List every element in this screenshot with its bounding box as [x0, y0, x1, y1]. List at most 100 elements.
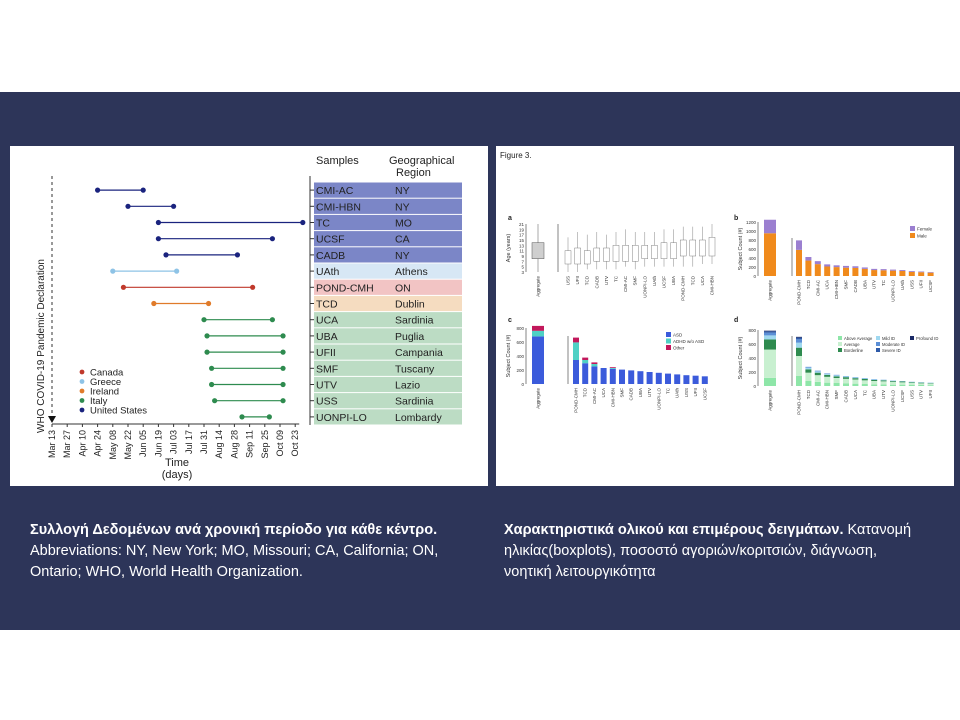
x-tick-label: May 22 [123, 430, 133, 460]
site-label: TCD [585, 275, 590, 285]
aggregate-bar-segment [764, 339, 776, 350]
sample-label: UTV [316, 380, 337, 392]
y-tick-label: 400 [748, 356, 756, 361]
right-caption: Χαρακτηριστικά ολικού και επιμέρους δειγ… [504, 520, 960, 583]
aggregate-bar-other [532, 325, 544, 331]
row-band-SMF [314, 360, 462, 376]
legend-swatch [838, 342, 842, 346]
x-tick-label: Jul 03 [169, 430, 179, 454]
bar-segment [665, 373, 671, 384]
x-tick-label: Apr 24 [93, 430, 103, 457]
y-tick-label: 200 [516, 368, 524, 373]
bar-segment [852, 378, 859, 380]
region-label: MO [395, 218, 412, 230]
site-label: TC [614, 275, 619, 282]
site-label: UBA [872, 390, 877, 399]
bar-segment [796, 336, 802, 338]
aggregate-bar-segment [764, 331, 776, 333]
region-label: Sardinia [395, 396, 434, 408]
y-tick-label: 1200 [746, 220, 757, 225]
site-label: UFII [693, 388, 698, 397]
bar-segment [880, 380, 887, 382]
y-axis-label: Subject Count (#) [738, 336, 744, 379]
bar-female [908, 271, 915, 272]
bar-segment [908, 383, 915, 385]
interval-end [269, 317, 275, 323]
bar-segment [824, 376, 831, 383]
site-label: CADB [844, 390, 849, 403]
site-label: UCSF [900, 390, 905, 403]
bar-segment [927, 383, 934, 384]
sample-label: UCA [316, 315, 338, 327]
bar-segment [796, 347, 802, 356]
bar-segment [573, 337, 579, 343]
left-caption-title: Συλλογή Δεδομένων ανά χρονική περίοδο γι… [30, 522, 438, 538]
site-label: USS [684, 388, 689, 397]
panel-a-letter: a [508, 215, 512, 222]
bar-segment [582, 360, 589, 364]
bar-segment [843, 378, 849, 384]
site-label: UTV [647, 388, 652, 397]
site-label: UFII [575, 276, 580, 285]
aggregate-label: Aggregate [768, 280, 773, 301]
bar-segment [861, 380, 868, 384]
bar-segment [814, 372, 821, 376]
y-tick-label: 17 [519, 233, 525, 238]
bar-female [861, 267, 868, 269]
bar-segment [796, 337, 802, 340]
bar-segment [833, 378, 840, 383]
aggregate-bar-female [764, 219, 776, 234]
site-label: SMF [834, 390, 839, 400]
bar-segment [861, 378, 868, 379]
region-label: Tuscany [395, 363, 435, 375]
x-axis-label: Time [165, 457, 189, 469]
y-tick-label: 0 [521, 382, 524, 387]
legend-label: ASD [673, 333, 683, 338]
site-label: USS [566, 276, 571, 285]
header-samples: Samples [316, 155, 359, 167]
bar-segment [824, 373, 831, 375]
row-band-UCSF [314, 231, 462, 247]
y-tick-label: 400 [516, 354, 524, 359]
bar-segment [890, 380, 896, 382]
legend-swatch [910, 233, 915, 238]
site-label: SMF [620, 388, 625, 398]
bar-segment [908, 385, 915, 386]
legend-swatch [838, 348, 842, 352]
site-label: TC [881, 279, 886, 286]
bar-male [833, 267, 840, 276]
interval-start [155, 219, 161, 226]
bar-segment [833, 374, 840, 376]
x-tick-label: May 08 [108, 430, 118, 460]
bar-segment [609, 368, 616, 384]
y-tick-label: 600 [748, 342, 756, 347]
bar-female [871, 268, 878, 271]
site-box [651, 245, 658, 259]
row-band-CMI-HBN [314, 198, 462, 214]
x-tick-label: Apr 10 [77, 430, 87, 457]
interval-start [209, 365, 215, 371]
site-label: UTV [919, 390, 924, 399]
bar-segment [871, 384, 878, 386]
bar-segment [899, 381, 906, 383]
bar-male [890, 270, 896, 276]
sample-label: TCD [316, 299, 338, 311]
bar-segment [861, 384, 868, 386]
bar-segment [701, 376, 708, 384]
bar-segment [880, 379, 887, 381]
legend-label: Canada [90, 368, 124, 379]
legend-label: Profound ID [916, 336, 938, 341]
x-tick-label: Sep 11 [245, 430, 255, 458]
site-box [583, 250, 591, 265]
sample-label: UAth [316, 266, 340, 278]
y-axis-label: Subject Count (#) [738, 227, 744, 270]
interval-end [269, 236, 275, 242]
bar-segment [600, 368, 607, 384]
y-tick-label: 400 [748, 256, 756, 261]
site-label: POND-CMH [574, 388, 579, 413]
site-label: UBA [671, 276, 676, 285]
site-label: POND-CMH [681, 276, 686, 301]
bar-female [843, 265, 849, 268]
y-tick-label: 600 [516, 340, 524, 345]
